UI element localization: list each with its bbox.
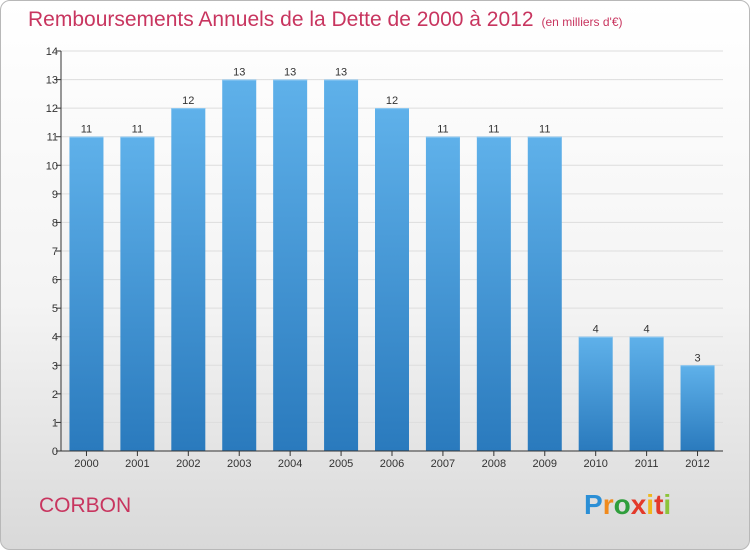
data-label: 13 <box>284 67 296 79</box>
data-label: 11 <box>437 124 448 136</box>
bar <box>375 108 409 452</box>
x-tick-label: 2009 <box>533 458 557 470</box>
y-tick-label: 11 <box>47 132 58 144</box>
x-tick-label: 2003 <box>227 458 251 470</box>
data-label: 12 <box>182 95 194 107</box>
x-tick-label: 2001 <box>125 458 149 470</box>
chart-title: Remboursements Annuels de la Dette de 20… <box>28 8 623 32</box>
data-label: 13 <box>233 67 245 79</box>
y-tick-label: 1 <box>52 417 58 429</box>
x-tick-label: 2010 <box>583 458 607 470</box>
y-tick-label: 4 <box>52 332 58 344</box>
logo-letter: r <box>602 489 614 520</box>
y-tick-label: 7 <box>52 246 58 258</box>
data-label: 12 <box>386 95 398 107</box>
bar <box>120 136 155 451</box>
chart-title-text: Remboursements Annuels de la Dette de 20… <box>28 8 534 31</box>
y-tick-label: 5 <box>52 303 58 315</box>
bar <box>476 136 511 451</box>
y-tick-label: 14 <box>46 46 58 58</box>
x-tick-label: 2012 <box>685 458 709 470</box>
data-label: 11 <box>539 124 550 136</box>
commune-name: CORBON <box>39 494 132 517</box>
bar <box>629 336 664 451</box>
y-tick-label: 6 <box>52 275 58 287</box>
y-tick-label: 2 <box>52 389 58 401</box>
x-tick-label: 2011 <box>635 458 659 470</box>
logo-letter: t <box>654 489 664 520</box>
bar <box>680 365 715 451</box>
bar <box>69 136 104 451</box>
x-tick-label: 2004 <box>278 458 302 470</box>
data-label: 11 <box>488 124 499 136</box>
bar <box>527 136 562 451</box>
data-label: 13 <box>335 67 347 79</box>
x-tick-label: 2002 <box>176 458 200 470</box>
data-label: 11 <box>81 124 92 136</box>
bar <box>578 336 613 451</box>
x-tick-label: 2006 <box>380 458 404 470</box>
y-tick-label: 10 <box>46 160 58 172</box>
y-tick-label: 0 <box>52 446 58 458</box>
bar <box>425 136 460 451</box>
bar <box>222 79 257 452</box>
data-label: 11 <box>132 124 143 136</box>
logo-letter: i <box>663 489 672 520</box>
y-tick-label: 9 <box>52 189 58 201</box>
y-tick-label: 13 <box>46 75 58 87</box>
bar <box>171 108 206 452</box>
x-tick-label: 2007 <box>431 458 455 470</box>
chart-subtitle: (en milliers d'€) <box>541 15 623 29</box>
data-label: 3 <box>694 352 700 364</box>
y-tick-label: 8 <box>52 217 58 229</box>
bar <box>273 79 308 452</box>
y-tick-label: 12 <box>46 103 58 115</box>
proxiti-logo[interactable]: Proxiti <box>584 489 671 521</box>
logo-letter: P <box>584 489 603 520</box>
x-tick-label: 2008 <box>482 458 506 470</box>
data-label: 4 <box>644 324 650 336</box>
data-label: 4 <box>593 324 599 336</box>
logo-letter: o <box>613 489 631 520</box>
logo-letter: x <box>630 489 647 520</box>
x-tick-label: 2000 <box>74 458 98 470</box>
bar <box>324 79 359 452</box>
y-tick-label: 3 <box>52 360 58 372</box>
logo-letter: i <box>646 489 655 520</box>
x-tick-label: 2005 <box>329 458 353 470</box>
